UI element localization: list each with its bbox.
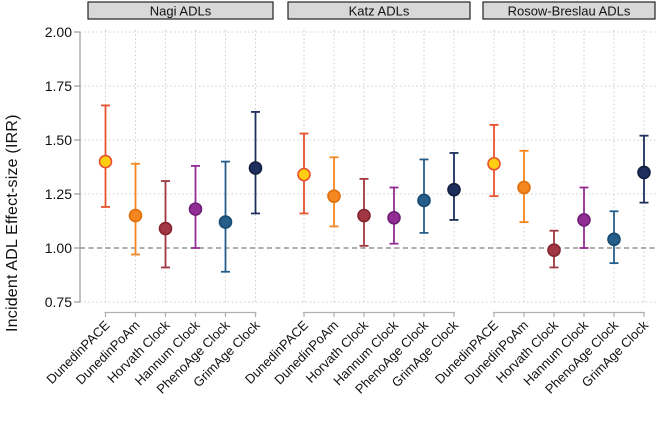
point-marker-nagi-adls-dunedinpoam (128, 208, 143, 223)
y-tick-label-1: 1.00 (45, 240, 72, 256)
point-marker-nagi-adls-phenoage-clock (218, 215, 233, 229)
y-tick-label-1.75: 1.75 (45, 78, 72, 94)
point-marker-rosow-breslau-adls-phenoage-clock (607, 232, 621, 247)
panel-header-label-nagi-adls: Nagi ADLs (150, 4, 212, 19)
point-marker-katz-adls-grimage-clock (447, 182, 461, 197)
point-marker-katz-adls-dunedinpace (297, 167, 311, 182)
point-marker-nagi-adls-grimage-clock (248, 161, 263, 175)
panel-header-box-rosow-breslau-adls (482, 1, 656, 20)
y-tick-label-1.5: 1.50 (45, 132, 72, 148)
point-marker-nagi-adls-horvath-clock (158, 221, 173, 236)
panel-header-label-rosow-breslau-adls: Rosow-Breslau ADLs (508, 4, 631, 19)
point-marker-katz-adls-horvath-clock (357, 208, 371, 223)
panel-header-label-katz-adls: Katz ADLs (349, 4, 410, 19)
y-tick-label-2: 2.00 (45, 24, 72, 40)
point-marker-nagi-adls-hannum-clock (188, 202, 203, 216)
point-marker-rosow-breslau-adls-grimage-clock (637, 165, 651, 180)
point-marker-rosow-breslau-adls-hannum-clock (577, 213, 591, 227)
point-marker-rosow-breslau-adls-horvath-clock (547, 243, 561, 257)
point-marker-katz-adls-dunedinpoam (327, 189, 341, 203)
panel-header-box-katz-adls (287, 1, 471, 20)
y-tick-label-0.75: 0.75 (45, 294, 72, 310)
point-marker-rosow-breslau-adls-dunedinpoam (517, 180, 531, 195)
y-tick-label-1.25: 1.25 (45, 186, 72, 202)
point-marker-nagi-adls-dunedinpace (98, 154, 113, 169)
point-marker-katz-adls-phenoage-clock (417, 193, 431, 208)
point-marker-rosow-breslau-adls-dunedinpace (487, 156, 501, 171)
point-marker-katz-adls-hannum-clock (387, 210, 401, 225)
panel-header-box-nagi-adls (87, 1, 274, 20)
